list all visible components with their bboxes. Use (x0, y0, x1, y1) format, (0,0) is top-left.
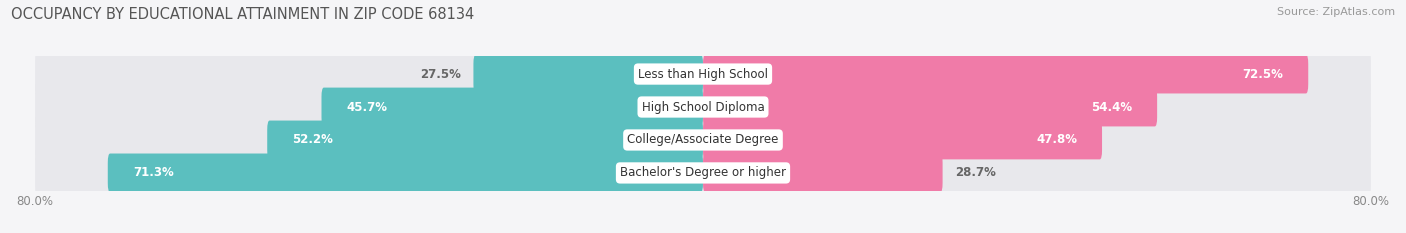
Text: 28.7%: 28.7% (955, 166, 995, 179)
Text: 27.5%: 27.5% (420, 68, 461, 81)
Text: Bachelor's Degree or higher: Bachelor's Degree or higher (620, 166, 786, 179)
FancyBboxPatch shape (703, 88, 1157, 127)
FancyBboxPatch shape (35, 48, 703, 100)
Text: 71.3%: 71.3% (132, 166, 173, 179)
Text: OCCUPANCY BY EDUCATIONAL ATTAINMENT IN ZIP CODE 68134: OCCUPANCY BY EDUCATIONAL ATTAINMENT IN Z… (11, 7, 474, 22)
Text: College/Associate Degree: College/Associate Degree (627, 134, 779, 147)
Text: High School Diploma: High School Diploma (641, 100, 765, 113)
Text: Less than High School: Less than High School (638, 68, 768, 81)
FancyBboxPatch shape (108, 154, 703, 192)
FancyBboxPatch shape (35, 81, 703, 133)
Text: 47.8%: 47.8% (1036, 134, 1077, 147)
Text: Source: ZipAtlas.com: Source: ZipAtlas.com (1277, 7, 1395, 17)
FancyBboxPatch shape (474, 55, 703, 93)
FancyBboxPatch shape (703, 48, 1371, 100)
FancyBboxPatch shape (703, 81, 1371, 133)
Text: 52.2%: 52.2% (292, 134, 333, 147)
Text: 54.4%: 54.4% (1091, 100, 1132, 113)
Text: 45.7%: 45.7% (346, 100, 388, 113)
FancyBboxPatch shape (703, 120, 1102, 159)
FancyBboxPatch shape (322, 88, 703, 127)
FancyBboxPatch shape (703, 154, 942, 192)
FancyBboxPatch shape (35, 147, 703, 199)
FancyBboxPatch shape (35, 114, 703, 166)
Text: 72.5%: 72.5% (1243, 68, 1284, 81)
FancyBboxPatch shape (703, 147, 1371, 199)
FancyBboxPatch shape (267, 120, 703, 159)
FancyBboxPatch shape (703, 55, 1308, 93)
FancyBboxPatch shape (703, 114, 1371, 166)
